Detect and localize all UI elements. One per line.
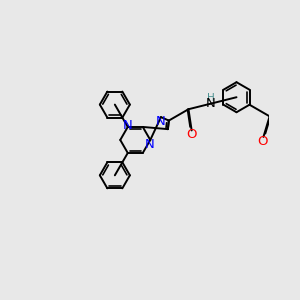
Text: N: N (144, 138, 154, 151)
Text: H: H (207, 93, 215, 103)
Text: N: N (206, 97, 216, 110)
Text: N: N (156, 115, 165, 128)
Text: N: N (122, 119, 132, 132)
Text: O: O (186, 128, 197, 141)
Text: O: O (257, 134, 268, 148)
